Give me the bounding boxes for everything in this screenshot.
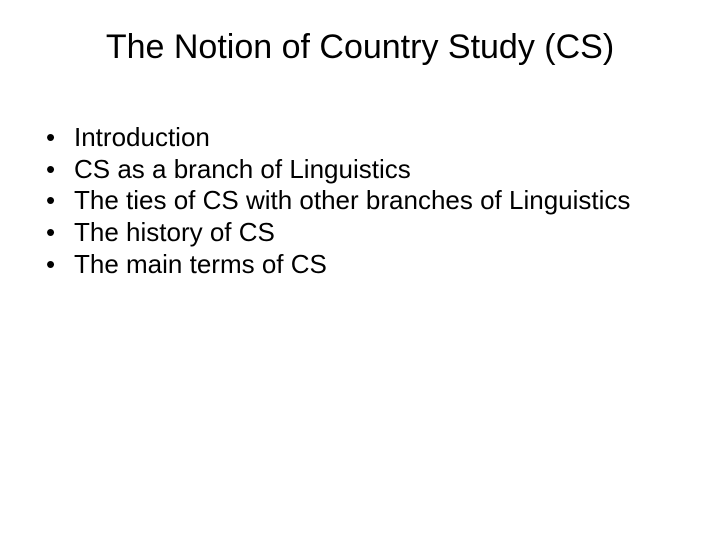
list-item: The main terms of CS [40,249,690,281]
bullet-list: Introduction CS as a branch of Linguisti… [30,122,690,281]
list-item: The history of CS [40,217,690,249]
slide-title: The Notion of Country Study (CS) [30,28,690,67]
list-item: CS as a branch of Linguistics [40,154,690,186]
list-item: The ties of CS with other branches of Li… [40,185,690,217]
slide: The Notion of Country Study (CS) Introdu… [0,0,720,540]
list-item: Introduction [40,122,690,154]
